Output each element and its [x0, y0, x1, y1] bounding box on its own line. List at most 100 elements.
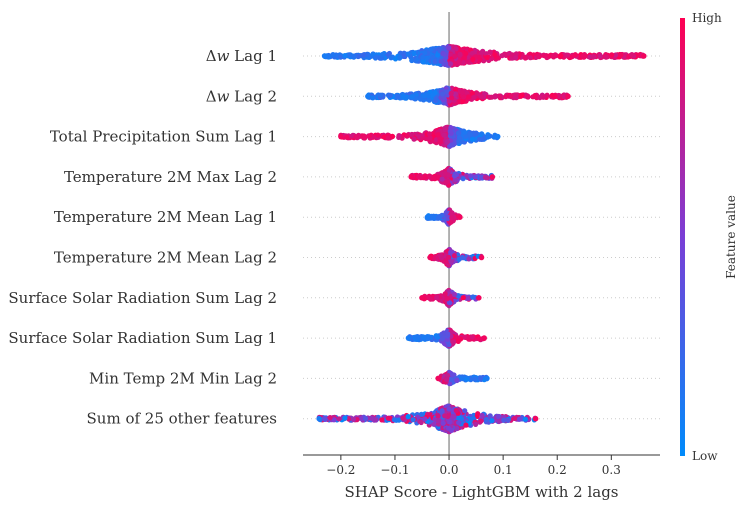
shap-point	[516, 416, 523, 422]
x-axis-title: SHAP Score - LightGBM with 2 lags	[344, 483, 618, 501]
x-tick-label: 0.2	[548, 463, 567, 477]
colorbar-high-label: High	[692, 11, 722, 25]
colorbar	[680, 18, 685, 456]
shap-point	[489, 174, 496, 180]
shap-point	[427, 254, 433, 261]
shap-point	[448, 427, 455, 433]
shap-point	[459, 90, 465, 96]
shap-point	[532, 92, 538, 99]
shap-point	[455, 338, 461, 344]
shap-point	[446, 167, 452, 174]
shap-point	[489, 418, 495, 424]
shap-point	[338, 54, 344, 60]
shap-point	[613, 52, 619, 58]
feature-label-symbol: Δ	[206, 47, 217, 65]
shap-point	[463, 133, 469, 139]
shap-point	[438, 58, 444, 64]
shap-point	[453, 407, 459, 413]
shap-point	[400, 415, 406, 421]
feature-label-symbol: Δ	[206, 87, 217, 105]
shap-point	[597, 53, 603, 59]
shap-point	[439, 408, 445, 414]
shap-point	[448, 249, 454, 255]
shap-point	[460, 295, 466, 301]
shap-point	[426, 131, 432, 137]
shap-point	[484, 54, 490, 61]
shap-point	[420, 58, 426, 64]
shap-point	[395, 94, 401, 100]
shap-point	[440, 91, 446, 97]
shap-point	[446, 300, 453, 306]
shap-point	[499, 53, 505, 59]
shap-point	[424, 214, 431, 220]
shap-point	[456, 130, 462, 136]
shap-point	[444, 139, 451, 145]
feature-label-variable: w	[217, 87, 230, 105]
shap-point	[447, 128, 453, 134]
shap-point	[476, 295, 482, 301]
shap-point	[427, 412, 433, 418]
shap-point	[442, 413, 448, 419]
shap-point	[448, 376, 454, 382]
shap-point	[456, 134, 462, 141]
shap-point	[465, 94, 472, 100]
shap-point	[416, 174, 422, 180]
shap-point	[385, 135, 391, 141]
shap-point	[461, 54, 468, 61]
shap-point	[565, 93, 571, 100]
shap-point	[448, 90, 454, 96]
shap-point	[350, 416, 356, 422]
shap-point	[435, 375, 442, 382]
shap-point	[460, 60, 466, 66]
shap-point	[370, 95, 376, 101]
row-guide-lines	[303, 55, 660, 420]
shap-point	[321, 53, 328, 59]
shap-point	[572, 52, 578, 58]
shap-point	[478, 254, 485, 261]
shap-point	[373, 417, 379, 423]
shap-point	[479, 136, 485, 142]
shap-point	[411, 51, 417, 57]
shap-point	[435, 132, 441, 138]
shap-point	[513, 51, 519, 57]
shap-point	[354, 134, 360, 140]
feature-label: Min Temp 2M Min Lag 2	[89, 369, 277, 387]
shap-point	[472, 174, 479, 180]
shap-point	[400, 93, 406, 99]
shap-point	[460, 176, 466, 182]
beeswarm-points	[316, 43, 647, 435]
shap-point	[446, 45, 452, 51]
shap-point	[444, 372, 451, 378]
shap-point	[478, 418, 484, 424]
shap-point	[479, 412, 485, 418]
shap-point	[501, 417, 507, 423]
shap-point	[462, 129, 468, 135]
feature-label-rest: Lag 1	[229, 47, 277, 65]
feature-label: Δw Lag 2	[206, 87, 277, 105]
shap-point	[437, 139, 443, 145]
shap-point	[503, 94, 509, 100]
shap-point	[411, 136, 417, 142]
shap-point	[449, 215, 455, 221]
shap-point	[428, 46, 434, 52]
shap-point	[422, 50, 428, 56]
shap-point	[527, 55, 534, 61]
shap-point	[414, 334, 420, 341]
shap-point	[448, 259, 454, 265]
shap-point	[327, 415, 333, 421]
shap-point	[450, 413, 456, 420]
shap-point	[473, 421, 479, 427]
x-tick-label: 0.0	[439, 463, 458, 477]
shap-point	[454, 377, 460, 384]
shap-point	[469, 50, 475, 56]
shap-point	[375, 132, 381, 138]
shap-point	[362, 134, 368, 140]
shap-point	[444, 296, 450, 302]
shap-point	[444, 89, 450, 95]
shap-point	[466, 256, 472, 262]
shap-point	[462, 408, 468, 414]
shap-point	[409, 57, 415, 64]
shap-point	[629, 52, 635, 58]
shap-point	[392, 56, 399, 62]
shap-point	[442, 125, 448, 131]
